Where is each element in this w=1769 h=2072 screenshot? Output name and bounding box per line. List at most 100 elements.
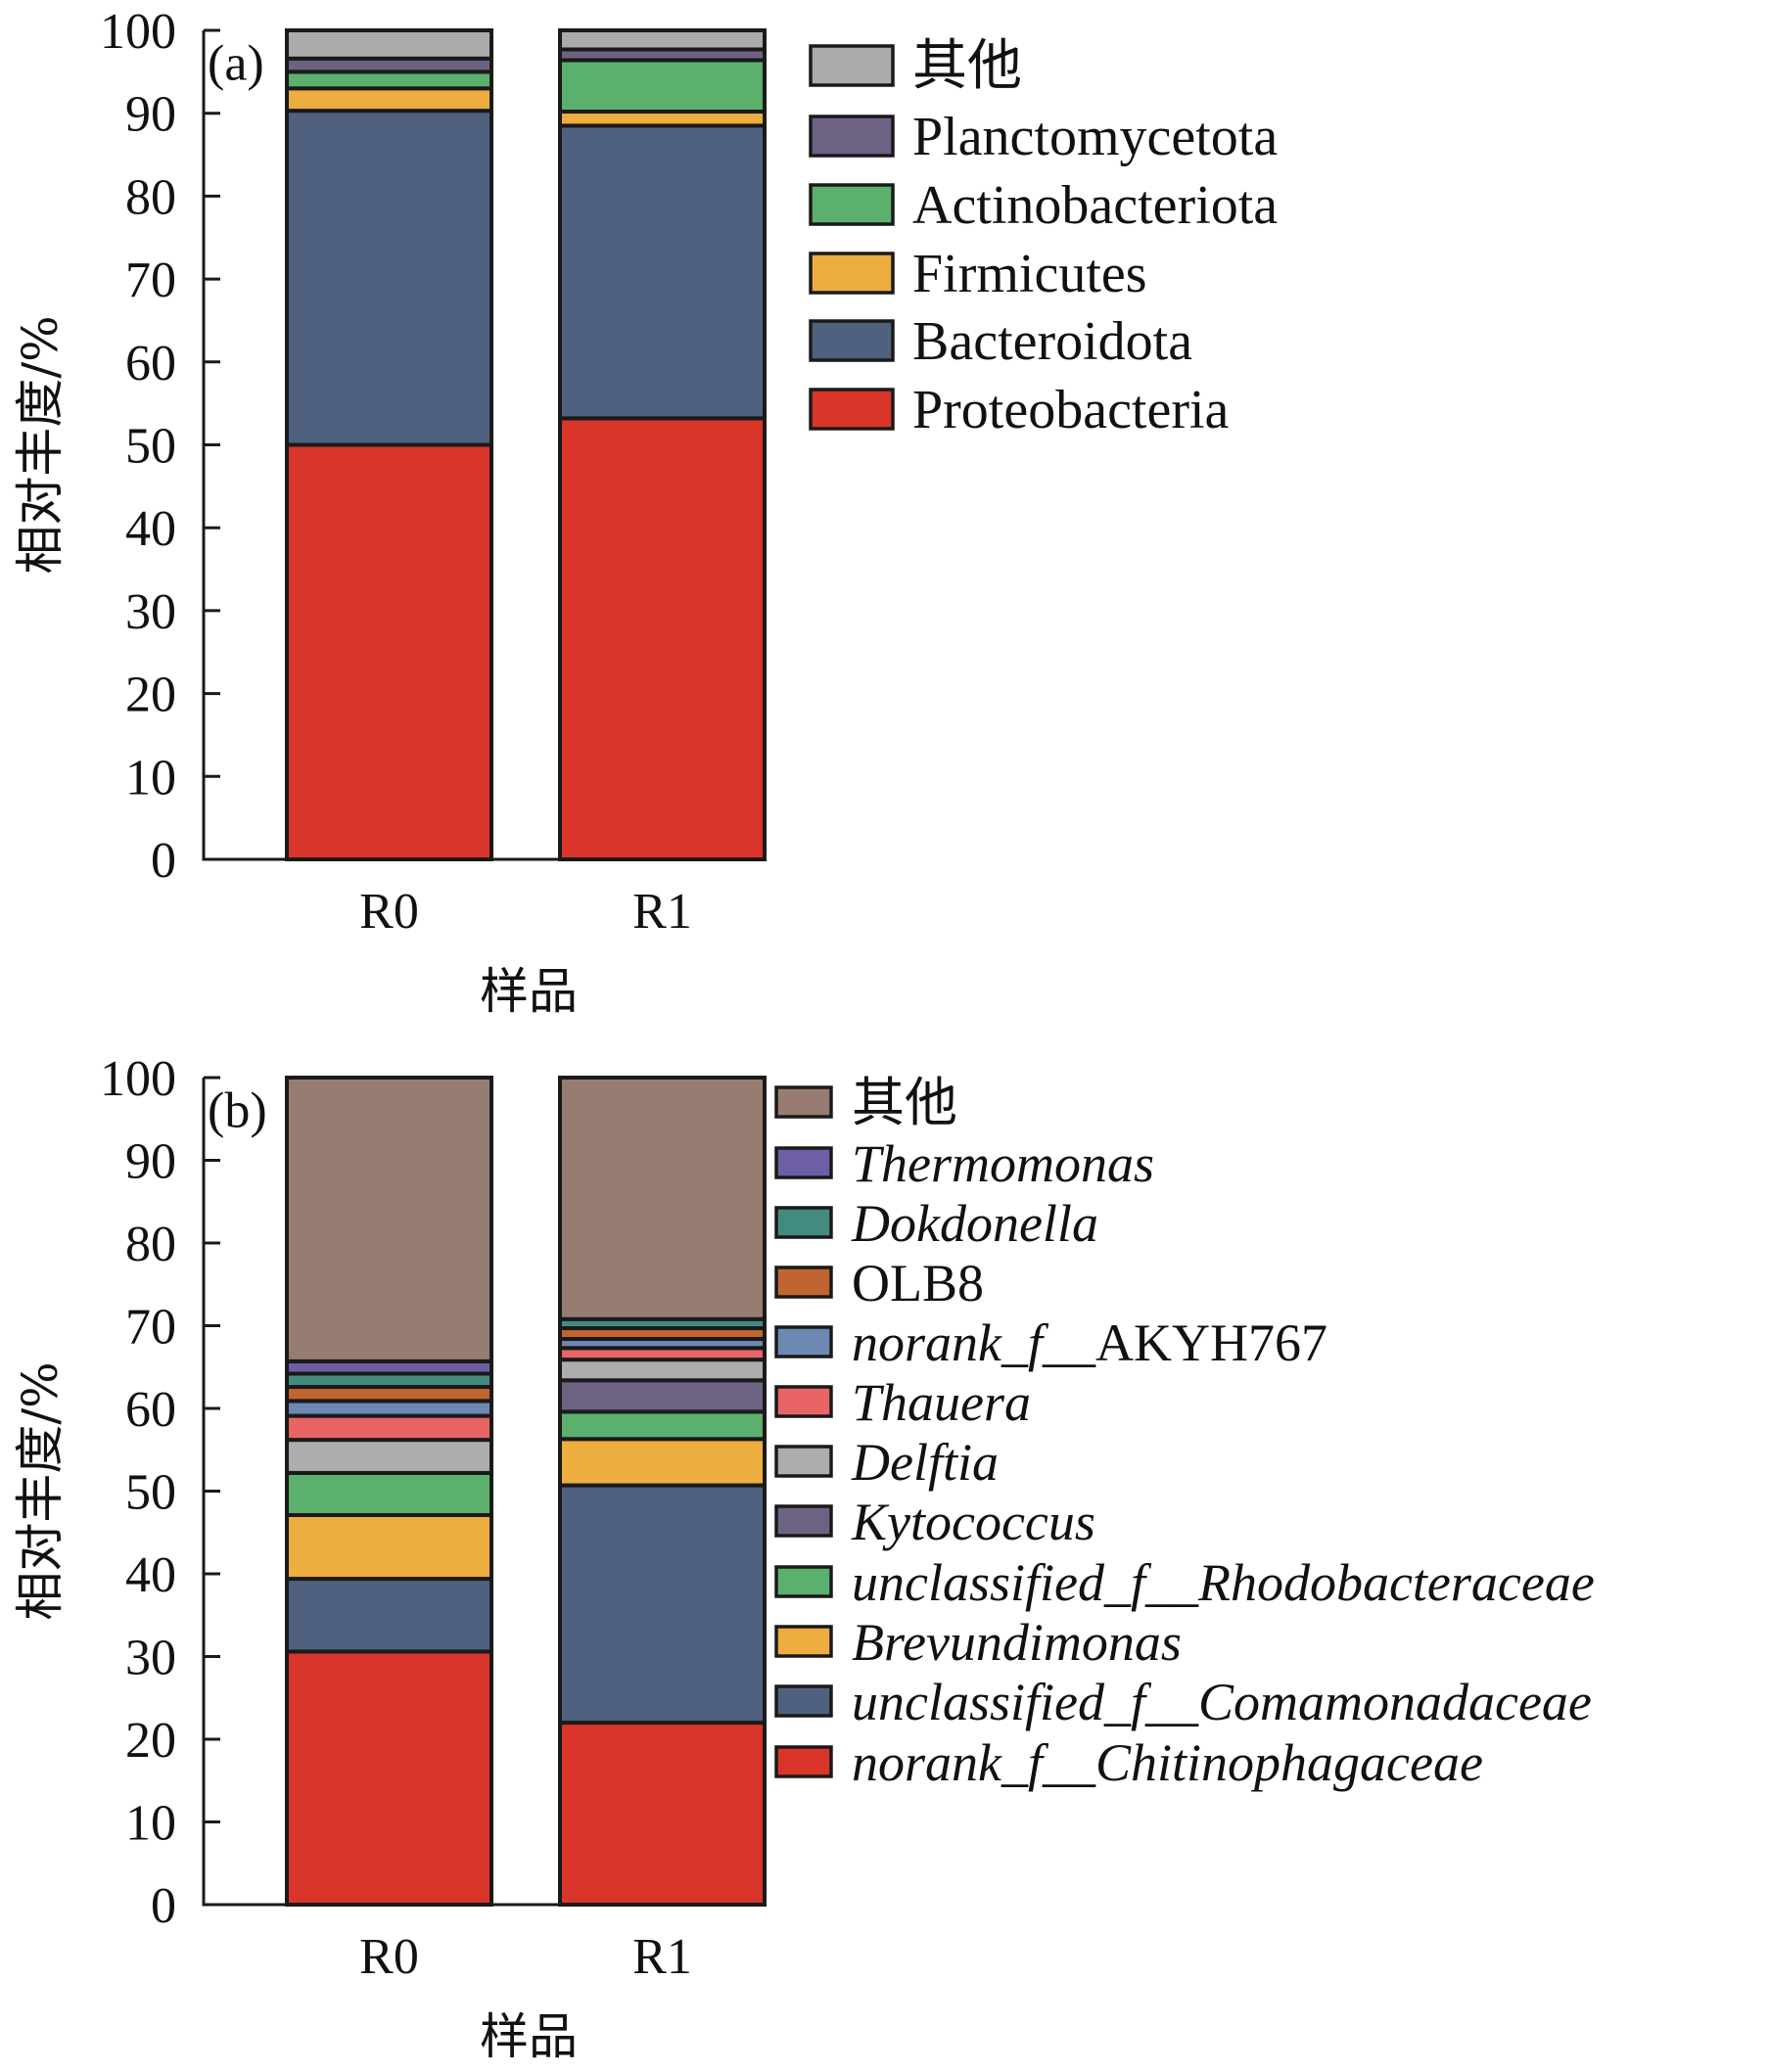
- y-tick-label: 80: [125, 169, 176, 225]
- bar-segment-r1-3: [558, 1409, 767, 1442]
- y-tick-label: 100: [100, 4, 176, 60]
- legend-label: Planctomycetota: [912, 107, 1278, 167]
- legend-swatch: [774, 1266, 833, 1299]
- bar-segment-r0-2: [285, 86, 493, 114]
- x-axis-title: 样品: [480, 2008, 578, 2065]
- bar-segment-r1-0: [558, 416, 767, 861]
- bar-segment-r1-2: [558, 110, 767, 128]
- legend-swatch: [774, 1385, 833, 1418]
- bar-segment-r1-5: [558, 28, 767, 52]
- bar-segment-r0-3: [285, 69, 493, 91]
- y-tick-label: 20: [125, 668, 176, 723]
- bar-segment-r1-0: [558, 1721, 767, 1907]
- y-tick-label: 50: [125, 1465, 176, 1521]
- legend-item: unclassified_f__Rhodobacteraceae: [774, 1553, 1595, 1612]
- legend-item: norank_f__Chitinophagaceae: [774, 1733, 1483, 1792]
- x-tick-label-r1: R1: [632, 1929, 692, 1985]
- legend-swatch: [774, 1684, 833, 1718]
- legend-label: Actinobacteriota: [912, 175, 1278, 236]
- bar-segment-r0-5: [285, 28, 493, 61]
- legend-item: Delftia: [774, 1433, 999, 1492]
- legend-label: Kytococcus: [851, 1493, 1095, 1551]
- legend-swatch: [809, 319, 895, 362]
- y-tick-label: 40: [125, 1547, 176, 1603]
- y-tick-label: 10: [125, 750, 176, 806]
- legend-item: Proteobacteria: [809, 380, 1230, 440]
- y-tick-label: 70: [125, 253, 176, 308]
- bar-segment-r1-1: [558, 1483, 767, 1726]
- legend-label: Firmicutes: [912, 244, 1147, 304]
- bar-segment-r0-11: [285, 1076, 493, 1363]
- legend-label: Thermomonas: [852, 1134, 1154, 1193]
- legend-item: Kytococcus: [774, 1493, 1095, 1551]
- legend-swatch: [809, 388, 895, 431]
- y-tick-label: 40: [125, 501, 176, 557]
- legend-label: Proteobacteria: [912, 380, 1230, 440]
- bar-segment-r1-1: [558, 123, 767, 421]
- legend-swatch: [774, 1745, 833, 1778]
- legend-item: Actinobacteriota: [809, 175, 1278, 236]
- legend-label: 其他: [852, 1074, 957, 1132]
- y-tick-label: 50: [125, 419, 176, 475]
- legend-item: Planctomycetota: [809, 107, 1278, 167]
- y-tick-label: 80: [125, 1217, 176, 1272]
- legend-swatch: [774, 1445, 833, 1478]
- legend-item: Firmicutes: [809, 244, 1147, 304]
- bar-segment-r0-4: [285, 56, 493, 74]
- bar-segment-r0-9: [285, 1371, 493, 1390]
- bar-segment-r0-5: [285, 1438, 493, 1475]
- legend-label: Dokdonella: [851, 1194, 1098, 1253]
- bar-segment-r0-3: [285, 1470, 493, 1518]
- bar-segment-r1-4: [558, 1378, 767, 1414]
- y-tick-label: 100: [100, 1051, 176, 1107]
- legend-label: unclassified_f__Rhodobacteraceae: [852, 1553, 1595, 1612]
- legend-item: norank_f__AKYH767: [774, 1313, 1327, 1372]
- y-tick-label: 60: [125, 1382, 176, 1438]
- legend-item: Thauera: [774, 1373, 1031, 1432]
- legend-item: Dokdonella: [774, 1194, 1098, 1253]
- legend-swatch: [809, 252, 895, 295]
- legend-swatch: [774, 1504, 833, 1538]
- legend-label: norank_f__Chitinophagaceae: [852, 1733, 1483, 1792]
- bar-segment-r0-7: [285, 1399, 493, 1418]
- legend-label: 其他: [912, 36, 1022, 97]
- legend-swatch: [774, 1146, 833, 1179]
- bar-segment-r0-8: [285, 1385, 493, 1404]
- y-tick-label: 30: [125, 584, 176, 640]
- x-axis-title: 样品: [480, 963, 578, 1020]
- legend-label: Delftia: [851, 1433, 999, 1492]
- bar-segment-r0-2: [285, 1513, 493, 1582]
- bar-segment-r0-0: [285, 1649, 493, 1908]
- legend-item: 其他: [774, 1074, 957, 1132]
- legend-swatch: [774, 1325, 833, 1358]
- legend-label: Bacteroidota: [912, 311, 1192, 372]
- bar-segment-r0-1: [285, 109, 493, 447]
- x-tick-label-r0: R0: [359, 884, 419, 940]
- y-tick-label: 60: [125, 336, 176, 391]
- bar-segment-r1-3: [558, 58, 767, 115]
- bar-segment-r1-2: [558, 1437, 767, 1488]
- legend-label: OLB8: [852, 1254, 984, 1312]
- legend-item: Brevundimonas: [774, 1613, 1182, 1672]
- legend-item: unclassified_f__Comamonadaceae: [774, 1673, 1592, 1731]
- panel-label: (b): [208, 1082, 267, 1138]
- legend-label-upright-part: AKYH767: [1095, 1313, 1327, 1372]
- legend-item: OLB8: [774, 1254, 984, 1312]
- legend-swatch: [774, 1206, 833, 1239]
- legend-swatch: [809, 183, 895, 226]
- legend-label: norank_f__AKYH767: [852, 1313, 1327, 1372]
- y-tick-label: 0: [151, 1878, 176, 1934]
- legend-item: 其他: [809, 36, 1022, 97]
- panel-a: 0 10 20 30 40 50 60 70 80 90 100 (a) R0 R1 样品 相对丰度/% 其他 P…: [12, 4, 1278, 1020]
- legend-item: Thermomonas: [774, 1134, 1154, 1193]
- y-tick-label: 10: [125, 1796, 176, 1852]
- bar-segment-r0-1: [285, 1577, 493, 1654]
- panel-label: (a): [208, 35, 264, 91]
- legend-label: Thauera: [852, 1373, 1031, 1432]
- legend-label-italic-part: norank_f__: [852, 1313, 1096, 1372]
- legend-item: Bacteroidota: [809, 311, 1192, 372]
- legend-swatch: [774, 1565, 833, 1598]
- legend-label: Brevundimonas: [852, 1613, 1182, 1672]
